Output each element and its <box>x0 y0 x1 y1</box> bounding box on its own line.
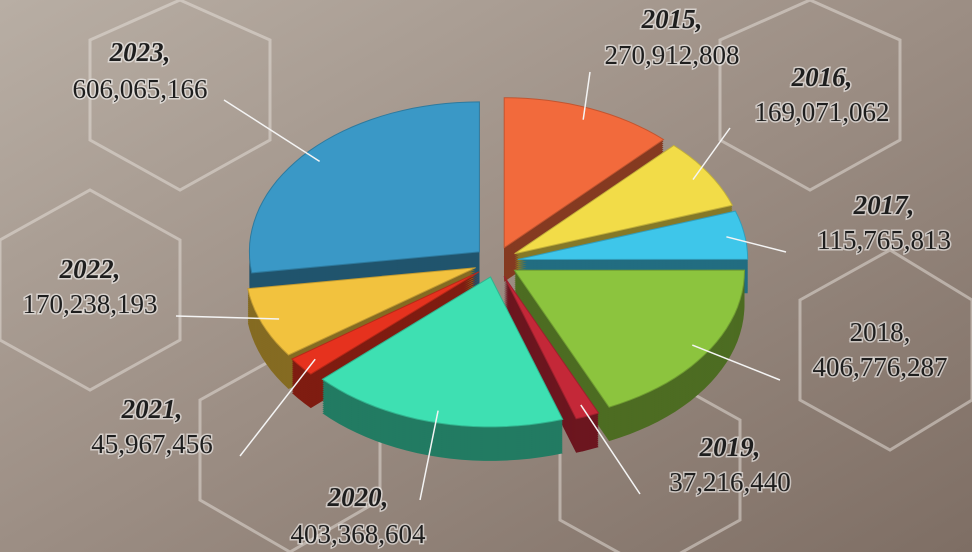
leader-line <box>175 315 280 320</box>
value-label: 606,065,166 <box>73 74 208 104</box>
labels: 2015, 270,912,808 2016, 169,071,062 2017, 115… <box>21 3 953 551</box>
slice <box>517 210 749 260</box>
leader-line <box>692 344 781 381</box>
leader-line <box>223 99 321 163</box>
slice <box>503 97 665 249</box>
slice <box>514 144 734 255</box>
leader-line <box>726 236 787 253</box>
slice <box>248 101 480 274</box>
leader-line <box>239 358 316 457</box>
leader-line <box>692 127 731 181</box>
slice <box>290 271 480 375</box>
leader-line <box>582 71 591 120</box>
category-label: 2021, <box>121 394 183 424</box>
value-label: 270,912,808 <box>605 40 740 70</box>
value-label: 170,238,193 <box>23 289 158 319</box>
category-label: 2020, <box>327 482 389 512</box>
category-label: 2016, <box>791 62 853 92</box>
value-label: 45,967,456 <box>91 429 213 459</box>
category-label: 2022, <box>59 254 121 284</box>
leader-line <box>419 410 439 501</box>
value-label: 115,765,813 <box>817 225 951 255</box>
value-label: 169,071,062 <box>755 97 890 127</box>
value-label: 37,216,440 <box>669 467 791 497</box>
value-label: 406,776,287 <box>813 352 948 382</box>
slice <box>247 267 476 356</box>
category-label: 2018, <box>850 317 911 347</box>
slice <box>321 276 564 428</box>
category-label: 2015, <box>641 4 703 34</box>
category-label: 2017, <box>853 190 915 220</box>
pie <box>247 97 749 461</box>
leader-line <box>580 404 641 495</box>
category-label: 2019, <box>699 432 761 462</box>
category-label: 2023, <box>109 37 171 67</box>
value-label: 403,368,604 <box>291 519 427 549</box>
